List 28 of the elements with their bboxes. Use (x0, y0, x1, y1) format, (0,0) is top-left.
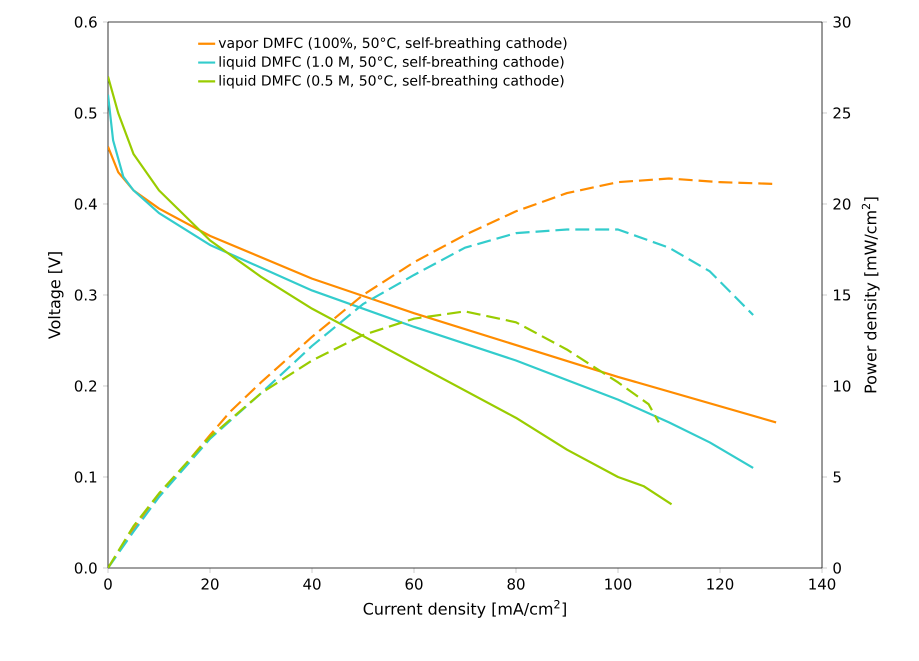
y-tick-label: 0.5 (74, 107, 96, 119)
legend-label: liquid DMFC (1.0 M, 50°C, self-breathing cathode) (220, 56, 564, 70)
x-tick-label: 60 (406, 578, 423, 590)
y-tick-label: 0.0 (74, 562, 97, 574)
y2-tick-label: 25 (833, 107, 850, 119)
y-axis-title: Voltage [V] (48, 252, 64, 339)
x-tick-label: 140 (809, 578, 836, 590)
y-tick-label: 0.4 (74, 198, 97, 210)
y-tick-label: 0.3 (74, 289, 96, 301)
x-tick-label: 20 (202, 578, 219, 590)
legend-label: liquid DMFC (0.5 M, 50°C, self-breathing cathode) (220, 74, 564, 88)
x-tick-label: 80 (508, 578, 525, 590)
y2-tick-label: 10 (834, 380, 850, 392)
x-tick-label: 100 (605, 578, 632, 590)
legend-label: vapor DMFC (100%, 50°C, self-breathing cathode) (218, 37, 566, 51)
x-tick-label: 40 (303, 578, 321, 590)
y-tick-label: 0.1 (74, 471, 96, 483)
y2-axis-title: Power density [mW/cm$^{2}$] (862, 197, 880, 392)
y2-tick-label: 15 (834, 289, 850, 301)
y-tick-label: 0.6 (74, 16, 97, 28)
x-tick-label: 120 (707, 578, 734, 590)
y2-tick-label: 20 (833, 198, 850, 210)
x-tick-label: 0 (104, 578, 112, 590)
x-axis-title: Current density [mA/cm$^{2}$] (364, 600, 566, 618)
y2-tick-label: 30 (834, 16, 850, 28)
y2-tick-label: 0 (833, 562, 841, 574)
y2-tick-label: 5 (834, 471, 841, 483)
y-tick-label: 0.2 (74, 380, 96, 392)
